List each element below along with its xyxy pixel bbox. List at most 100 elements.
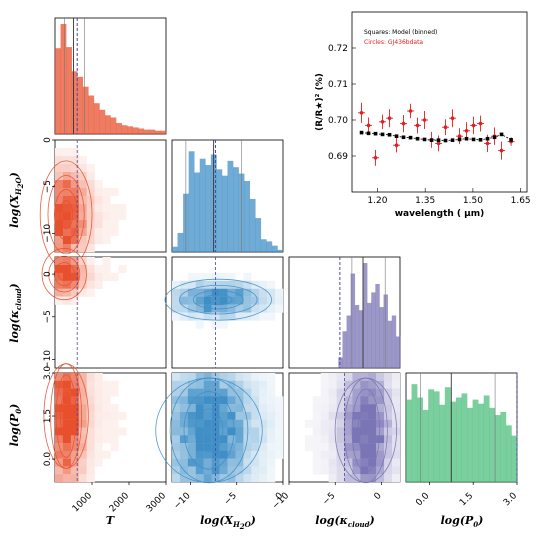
histogram-bar (149, 129, 156, 134)
density-cell (376, 373, 385, 381)
density-cell (235, 388, 244, 397)
density-cell (344, 411, 353, 420)
density-cell (344, 435, 353, 444)
density-cell (86, 474, 95, 483)
density-cell (267, 458, 276, 467)
density-cell (219, 466, 228, 475)
density-cell (102, 272, 111, 281)
density-cell (78, 419, 87, 428)
density-cell (312, 435, 321, 444)
data-point (443, 125, 448, 129)
density-cell (328, 466, 337, 475)
density-cell (70, 180, 79, 189)
density-cell (368, 404, 377, 413)
density-cell (312, 443, 321, 452)
density-cell (62, 180, 72, 189)
density-cell (55, 419, 64, 428)
x-tick-label: 0 (274, 491, 285, 502)
density-cell (187, 312, 196, 321)
inset-x-tick-label: 1.50 (463, 196, 483, 206)
density-cell (219, 450, 228, 459)
density-cell (368, 458, 377, 467)
density-cell (251, 388, 260, 397)
x-tick-label: 0.0 (414, 491, 431, 508)
density-cell (78, 474, 87, 483)
density-cell (235, 312, 244, 321)
density-cell (227, 450, 236, 459)
density-cell (384, 450, 393, 459)
density-cell (344, 373, 353, 381)
density-cell (172, 388, 181, 397)
density-cell (320, 427, 329, 436)
density-cell (172, 443, 181, 452)
density-cell (203, 435, 212, 444)
density-cell (94, 280, 103, 289)
density-cell (55, 380, 64, 389)
density-cell (94, 380, 103, 389)
density-cell (336, 474, 345, 483)
density-cell (86, 220, 95, 229)
density-cell (55, 411, 64, 420)
density-cell (70, 164, 79, 173)
density-cell (235, 419, 244, 428)
density-cell (227, 288, 236, 297)
density-cell (55, 156, 64, 165)
density-cell (70, 280, 79, 289)
density-cell (328, 380, 337, 389)
density-cell (110, 411, 119, 420)
histogram-bar (346, 315, 351, 368)
data-point (457, 134, 462, 138)
density-cell (243, 396, 252, 405)
density-cell (70, 474, 79, 483)
density-cell (259, 388, 268, 397)
histogram-bar (338, 357, 343, 368)
density-cell (110, 272, 119, 281)
density-cell (328, 435, 337, 444)
density-cell (328, 458, 337, 467)
density-cell (78, 435, 87, 444)
density-cell (328, 396, 337, 405)
density-cell (376, 458, 385, 467)
density-cell (251, 312, 260, 321)
contour-level-3 (59, 200, 73, 230)
density-cell (259, 288, 268, 297)
density-cell (78, 288, 87, 297)
density-cell (219, 280, 228, 289)
density-cell (259, 419, 268, 428)
density-cell (78, 272, 87, 281)
density-cell (55, 228, 64, 237)
density-cell (376, 466, 385, 475)
contour-level-2 (183, 391, 235, 470)
density-cell (203, 466, 212, 475)
density-cell (102, 388, 111, 397)
density-cell (94, 228, 103, 237)
density-cell (86, 280, 95, 289)
density-cell (376, 388, 385, 397)
density-cell (187, 466, 196, 475)
density-cell (251, 396, 260, 405)
density-cell (267, 312, 276, 321)
density-cell (227, 312, 236, 321)
contour-level-2 (55, 374, 77, 458)
density-cell (251, 373, 260, 381)
density-cell (219, 388, 228, 397)
density-cell (203, 450, 212, 459)
density-cell (172, 466, 181, 475)
density-cell (368, 450, 377, 459)
density-cell (172, 435, 181, 444)
density-cell (211, 458, 220, 467)
density-cell (195, 404, 204, 413)
density-cell (267, 404, 276, 413)
density-cell (320, 404, 329, 413)
density-cell (62, 148, 72, 157)
density-cell (259, 296, 268, 305)
density-cell (384, 396, 393, 405)
density-cell (78, 257, 87, 266)
density-cell (94, 443, 103, 452)
model-square (478, 138, 483, 142)
density-cell (251, 288, 260, 297)
density-cell (86, 212, 95, 221)
density-cell (62, 450, 72, 459)
density-cell (179, 474, 189, 483)
density-cell (267, 288, 276, 297)
